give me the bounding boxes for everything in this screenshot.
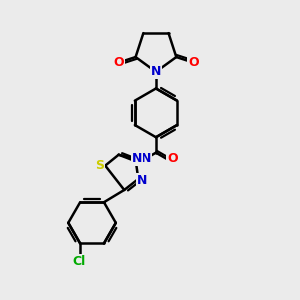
Text: Cl: Cl	[72, 255, 85, 268]
Text: N: N	[137, 174, 147, 187]
Text: H: H	[133, 152, 143, 165]
Text: N: N	[132, 152, 142, 165]
Text: S: S	[95, 158, 104, 172]
Text: O: O	[113, 56, 124, 69]
Text: N: N	[141, 152, 151, 165]
Text: O: O	[188, 56, 199, 69]
Text: O: O	[167, 152, 178, 165]
Text: N: N	[151, 65, 161, 78]
